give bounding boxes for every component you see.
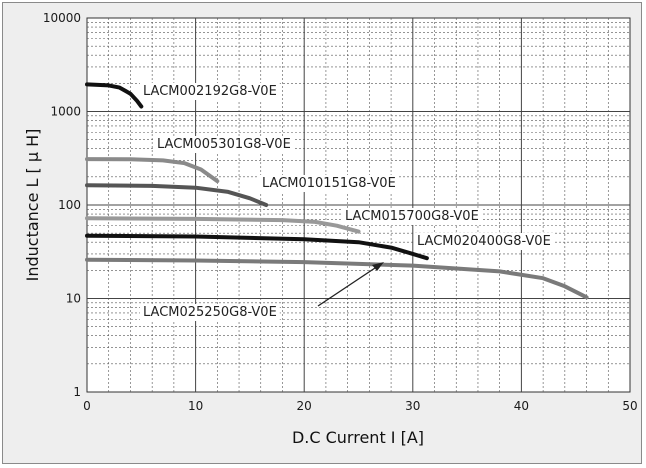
annotation-arrow-line <box>317 265 379 307</box>
y-tick-labels: 1 10 100 1000 10000 <box>43 11 81 399</box>
series-layer <box>85 82 589 300</box>
series-label-background <box>154 136 294 153</box>
series-line <box>85 257 589 300</box>
series-line <box>85 82 144 109</box>
series-line <box>85 157 220 184</box>
x-tick-label: 30 <box>405 399 420 413</box>
x-axis-title: D.C Current I [A] <box>292 428 424 447</box>
y-tick-label: 10 <box>66 292 81 306</box>
x-tick-label: 0 <box>83 399 91 413</box>
y-tick-label: 100 <box>58 198 81 212</box>
y-tick-label: 1 <box>73 385 81 399</box>
series-line <box>85 233 429 261</box>
series-line <box>85 183 269 207</box>
series-label-background <box>259 175 399 192</box>
x-tick-label: 20 <box>297 399 312 413</box>
y-tick-label: 10000 <box>43 11 81 25</box>
series-label: LACM010151G8-V0E <box>262 176 396 191</box>
major-grid <box>87 18 630 392</box>
x-tick-label: 10 <box>188 399 203 413</box>
x-tick-label: 50 <box>622 399 637 413</box>
y-axis-title: Inductance L [ μ H] <box>23 129 42 282</box>
series-label-background <box>342 208 482 225</box>
x-tick-labels: 0 10 20 30 40 50 <box>83 399 637 413</box>
y-tick-label: 1000 <box>50 105 81 119</box>
x-tick-label: 40 <box>514 399 529 413</box>
series-label: LACM025250G8-V0E <box>143 305 277 320</box>
series-label: LACM020400G8-V0E <box>417 234 551 249</box>
series-label: LACM005301G8-V0E <box>157 137 291 152</box>
series-labels: LACM002192G8-V0E LACM005301G8-V0E LACM0101… <box>140 83 554 321</box>
series-label-background <box>414 233 554 250</box>
annotation-arrowhead <box>372 262 384 271</box>
series-label-background <box>140 83 280 100</box>
series-label-background <box>140 304 280 321</box>
series-line <box>85 216 361 234</box>
series-label: LACM015700G8-V0E <box>345 209 479 224</box>
series-label: LACM002192G8-V0E <box>143 84 277 99</box>
